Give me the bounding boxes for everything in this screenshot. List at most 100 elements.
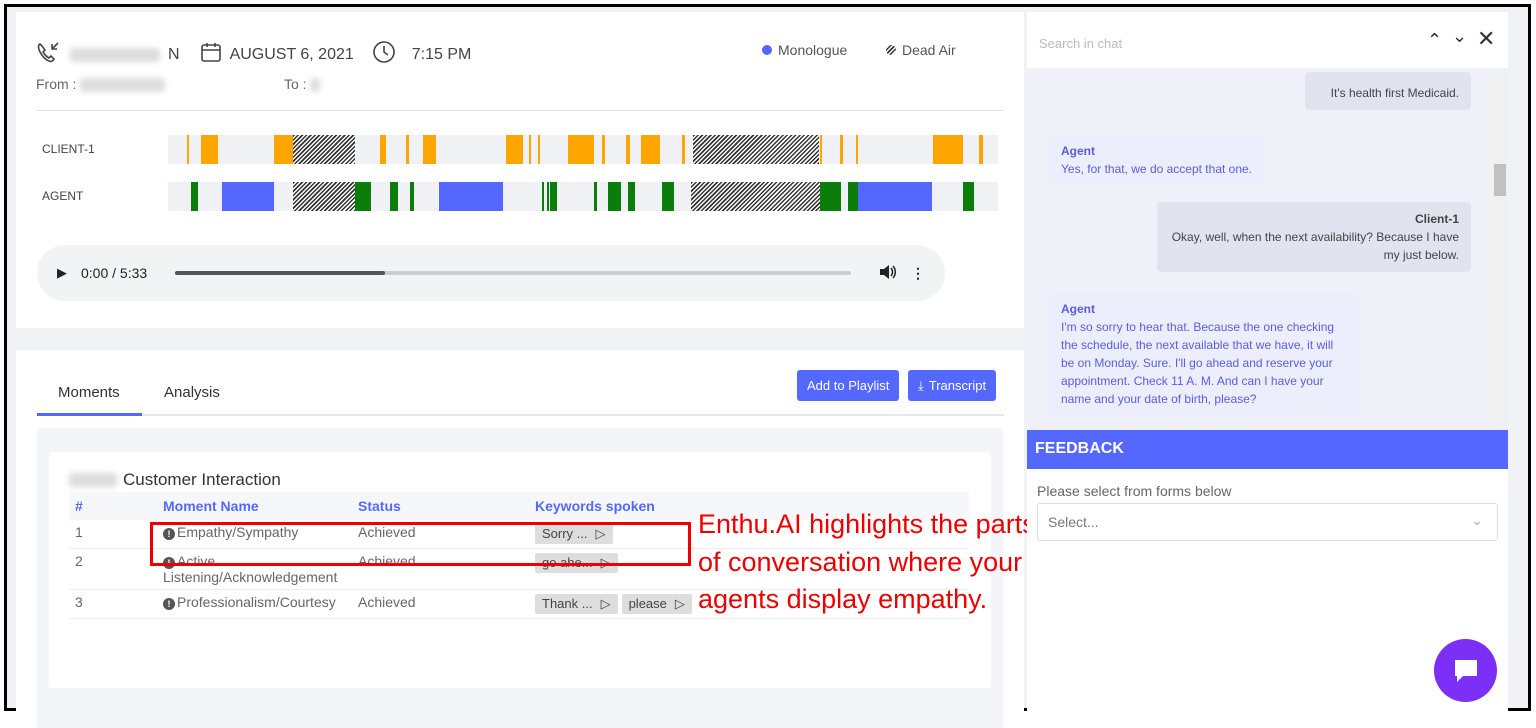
- caller-number: [70, 47, 160, 62]
- keyword-chip[interactable]: Sorry ... ▷: [535, 524, 613, 544]
- speech-segment[interactable]: [625, 135, 631, 164]
- table-row[interactable]: 2! Active Listening/Acknowledgement Achiev…: [69, 548, 969, 590]
- dead-air-segment[interactable]: [690, 182, 821, 211]
- call-details-card: N AUGUST 6, 2021 7:15 PM From : To : Mon…: [16, 12, 1024, 328]
- speech-segment[interactable]: [273, 135, 294, 164]
- legend-monologue: Monologue: [762, 42, 847, 58]
- speech-segment[interactable]: [186, 135, 189, 164]
- speech-segment[interactable]: [641, 135, 660, 164]
- chat-bubble-icon: [1454, 659, 1477, 682]
- table-row[interactable]: 3! Professionalism/Courtesy Achieved Thank …: [69, 589, 969, 619]
- moments-title: Customer Interaction: [69, 470, 281, 490]
- feedback-panel: FEEDBACK Please select from forms below …: [1027, 430, 1508, 720]
- timeline-lane-agent[interactable]: [168, 182, 998, 211]
- highlight-box: [150, 522, 691, 566]
- speech-segment[interactable]: [840, 135, 843, 164]
- legend-label: Monologue: [778, 42, 848, 58]
- legend-label: Dead Air: [902, 42, 956, 58]
- speech-segment[interactable]: [390, 182, 399, 211]
- moment-name: ! Professionalism/Courtesy: [157, 589, 352, 619]
- chat-message-client: Client-1 Okay, well, when the next availa…: [1157, 202, 1471, 272]
- scrollbar-thumb[interactable]: [1494, 164, 1506, 196]
- add-to-playlist-button[interactable]: Add to Playlist: [797, 370, 900, 401]
- chat-panel: Search in chat ⌃ ⌄ ✕ It's health first M…: [1027, 12, 1508, 432]
- audio-seek-bar[interactable]: [175, 271, 851, 275]
- speech-segment[interactable]: [550, 182, 558, 211]
- close-icon[interactable]: ✕: [1477, 26, 1496, 51]
- to-value: [310, 78, 321, 93]
- speech-segment[interactable]: [505, 135, 523, 164]
- speech-segment[interactable]: [406, 135, 410, 164]
- speech-segment[interactable]: [932, 135, 964, 164]
- speech-segment[interactable]: [963, 182, 975, 211]
- dead-air-segment[interactable]: [293, 182, 355, 211]
- play-icon[interactable]: ▷: [674, 596, 685, 611]
- transcript-button[interactable]: ⤓ Transcript: [908, 370, 997, 401]
- moment-name: ! Active Listening/Acknowledgement: [157, 548, 352, 590]
- play-icon[interactable]: ▶: [57, 265, 67, 280]
- speech-segment[interactable]: [627, 182, 635, 211]
- tab-moments[interactable]: Moments: [58, 384, 120, 401]
- chevron-up-icon[interactable]: ⌃: [1427, 30, 1443, 50]
- speech-segment[interactable]: [855, 135, 858, 164]
- tab-divider: [37, 414, 1004, 416]
- speech-segment[interactable]: [820, 182, 841, 211]
- message-speaker: Agent: [1061, 144, 1095, 158]
- speech-segment[interactable]: [537, 135, 540, 164]
- keyword-chip[interactable]: Thank ... ▷: [535, 594, 618, 614]
- play-icon[interactable]: ▷: [600, 555, 611, 570]
- tab-analysis[interactable]: Analysis: [164, 384, 220, 401]
- lane-label-client: CLIENT-1: [42, 142, 95, 156]
- speech-segment[interactable]: [541, 182, 545, 211]
- call-date: AUGUST 6, 2021: [229, 45, 354, 63]
- chat-message-agent: Agent I'm so sorry to hear that. Because …: [1049, 292, 1359, 416]
- speech-segment[interactable]: [422, 135, 436, 164]
- monologue-segment[interactable]: [438, 182, 503, 211]
- chevron-down-icon: ⌄: [1471, 512, 1483, 528]
- chat-scrollbar[interactable]: [1492, 74, 1506, 426]
- speech-segment[interactable]: [593, 182, 597, 211]
- monologue-segment[interactable]: [857, 182, 932, 211]
- feedback-title: FEEDBACK: [1027, 430, 1508, 469]
- message-text: Yes, for that, we do accept that one.: [1061, 162, 1253, 176]
- chevron-down-icon[interactable]: ⌄: [1452, 26, 1468, 46]
- message-speaker: Agent: [1061, 302, 1095, 316]
- speech-segment[interactable]: [380, 135, 387, 164]
- speech-segment[interactable]: [607, 182, 621, 211]
- row-number: 2: [69, 548, 157, 590]
- play-icon[interactable]: ▷: [595, 526, 606, 541]
- row-number: 1: [69, 520, 157, 549]
- dead-air-segment[interactable]: [692, 135, 819, 164]
- speech-segment[interactable]: [410, 182, 414, 211]
- speech-segment[interactable]: [681, 135, 685, 164]
- speech-segment[interactable]: [354, 182, 371, 211]
- speech-segment[interactable]: [547, 182, 550, 211]
- play-icon[interactable]: ▷: [600, 596, 611, 611]
- speech-segment[interactable]: [528, 135, 531, 164]
- chat-widget-button[interactable]: [1434, 639, 1497, 702]
- volume-icon[interactable]: [879, 264, 897, 283]
- speech-segment[interactable]: [190, 182, 198, 211]
- speech-segment[interactable]: [979, 135, 984, 164]
- monologue-segment[interactable]: [222, 182, 274, 211]
- info-icon[interactable]: !: [163, 598, 175, 610]
- message-text: Okay, well, when the next availability? …: [1171, 230, 1459, 262]
- dead-air-segment[interactable]: [293, 135, 355, 164]
- speech-segment[interactable]: [847, 182, 858, 211]
- dead-air-dot-icon: [886, 45, 896, 55]
- button-label: Transcript: [928, 378, 987, 393]
- info-icon[interactable]: !: [163, 528, 175, 540]
- speech-segment[interactable]: [200, 135, 219, 164]
- feedback-form-select[interactable]: Select... ⌄: [1037, 503, 1498, 541]
- column-header: #: [69, 492, 157, 520]
- speech-segment[interactable]: [662, 182, 674, 211]
- chat-search-input[interactable]: Search in chat: [1027, 12, 1508, 68]
- speech-segment[interactable]: [568, 135, 594, 164]
- keyword-chip[interactable]: please ▷: [621, 594, 692, 614]
- to-label: To :: [284, 76, 307, 92]
- speech-segment[interactable]: [819, 135, 822, 164]
- speech-segment[interactable]: [601, 135, 605, 164]
- keyword-chip[interactable]: go ahe... ▷: [535, 553, 618, 573]
- more-options-icon[interactable]: ⋮: [911, 264, 925, 281]
- timeline-lane-client[interactable]: [168, 135, 998, 164]
